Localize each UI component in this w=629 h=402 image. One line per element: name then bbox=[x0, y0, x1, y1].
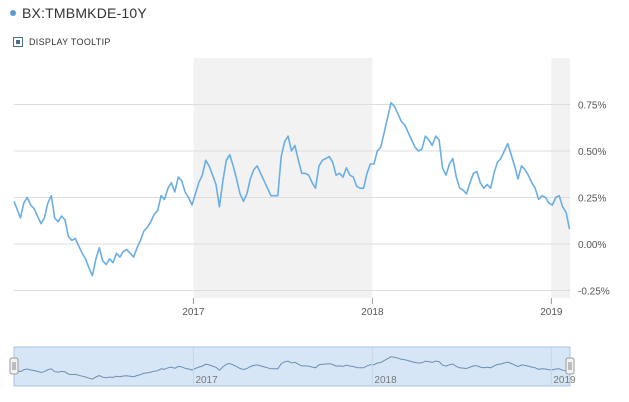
year-shade-2019 bbox=[551, 58, 570, 298]
y-tick-label: 0.25% bbox=[578, 194, 606, 205]
navigator-tick-label: 2017 bbox=[195, 375, 218, 386]
y-tick-label: 0.00% bbox=[578, 240, 606, 251]
series-line bbox=[13, 101, 571, 277]
navigator-tick-label: 2018 bbox=[374, 375, 397, 386]
x-tick-label: 2019 bbox=[540, 307, 563, 318]
tooltip-checkbox-icon[interactable] bbox=[13, 37, 23, 47]
y-tick-label: 0.50% bbox=[578, 147, 606, 158]
x-tick-label: 2018 bbox=[361, 307, 384, 318]
display-tooltip-toggle[interactable]: DISPLAY TOOLTIP bbox=[13, 37, 111, 47]
navigator-left-handle[interactable] bbox=[9, 357, 19, 375]
tooltip-toggle-label: DISPLAY TOOLTIP bbox=[29, 37, 111, 47]
x-tick-label: 2017 bbox=[182, 307, 205, 318]
navigator-series-line bbox=[13, 356, 570, 380]
navigator-tick-label: 2019 bbox=[553, 375, 576, 386]
ticker-title: BX:TMBMKDE-10Y bbox=[22, 5, 147, 21]
chart-header: BX:TMBMKDE-10Y bbox=[10, 5, 147, 21]
y-tick-label: 0.75% bbox=[578, 101, 606, 112]
navigator-window[interactable] bbox=[13, 346, 571, 387]
y-tick-label: -0.25% bbox=[578, 287, 610, 298]
year-shade-2017 bbox=[193, 58, 373, 298]
series-dot-icon bbox=[10, 10, 16, 16]
navigator-right-handle[interactable] bbox=[565, 357, 575, 375]
